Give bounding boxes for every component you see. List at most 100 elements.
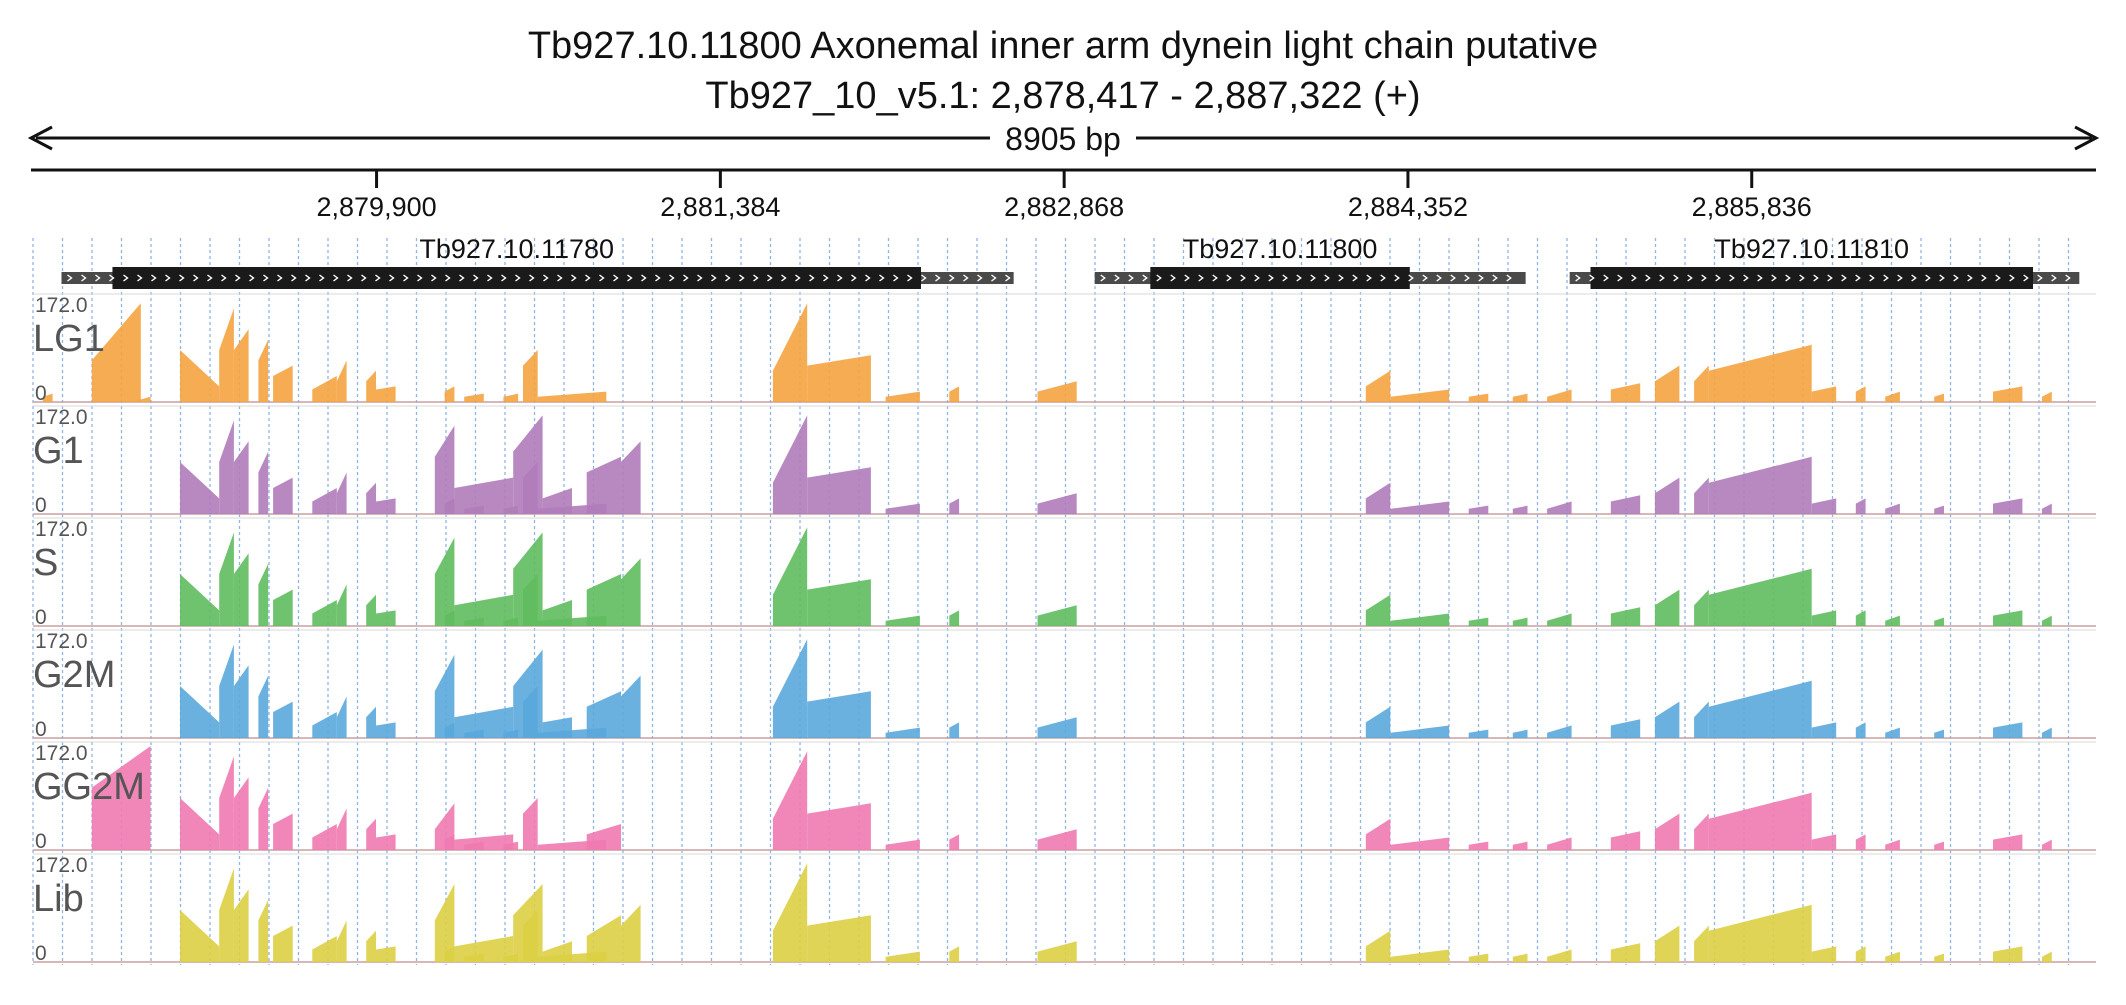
- coverage-area: [1512, 393, 1528, 402]
- strand-arrow: [921, 274, 927, 282]
- coverage-area: [1694, 589, 1709, 626]
- strand-arrow: [1436, 274, 1442, 282]
- strand-arrow: [263, 274, 269, 282]
- strand-arrow: [907, 274, 913, 282]
- strand-arrow: [1981, 274, 1987, 282]
- strand-arrow: [2065, 274, 2071, 282]
- coverage-area: [1037, 941, 1077, 962]
- coverage-area: [1654, 701, 1680, 738]
- coverage-area: [1885, 727, 1900, 738]
- coverage-area: [454, 936, 514, 962]
- coverage-area: [1708, 680, 1812, 738]
- coverage-area: [1610, 495, 1641, 514]
- span-label-bg: [990, 118, 1136, 158]
- strand-arrow: [1743, 274, 1749, 282]
- coverage-area: [454, 594, 514, 626]
- coverage-area: [1365, 706, 1391, 738]
- strand-arrow: [221, 274, 227, 282]
- strand-arrow: [1296, 274, 1302, 282]
- coverage-area: [1547, 837, 1572, 850]
- strand-arrow: [1953, 274, 1959, 282]
- strand-arrow: [1212, 274, 1218, 282]
- y-min-label: 0: [35, 382, 47, 405]
- coverage-area: [885, 391, 920, 402]
- strand-arrow: [1687, 274, 1693, 282]
- coverage-area: [949, 386, 960, 402]
- track-label: S: [33, 542, 58, 584]
- coverage-area: [503, 393, 519, 402]
- strand-arrow: [725, 274, 731, 282]
- coverage-area: [1934, 729, 1944, 738]
- strand-arrow: [137, 274, 143, 282]
- coverage-area: [807, 803, 871, 850]
- strand-arrow: [893, 274, 899, 282]
- strand-arrow: [2023, 274, 2029, 282]
- strand-arrow: [207, 274, 213, 282]
- track-gg2m: 172.0 0 GG2M: [33, 741, 2096, 853]
- coverage-area: [1037, 717, 1077, 738]
- coverage-area: [1993, 946, 2023, 962]
- strand-arrow: [1645, 274, 1651, 282]
- strand-arrow: [627, 274, 633, 282]
- track-label: LG1: [33, 318, 105, 360]
- coverage-area: [1993, 386, 2023, 402]
- strand-arrow: [389, 274, 395, 282]
- strand-arrow: [1911, 274, 1917, 282]
- strand-arrow: [557, 274, 563, 282]
- strand-arrow: [739, 274, 745, 282]
- strand-arrow: [123, 274, 129, 282]
- strand-arrow: [1827, 274, 1833, 282]
- coverage-area: [1512, 617, 1528, 626]
- coverage-area: [1610, 607, 1641, 626]
- coverage-area: [376, 498, 396, 514]
- coverage-area: [1885, 615, 1900, 626]
- strand-arrow: [1799, 274, 1805, 282]
- coverage-area: [523, 350, 538, 402]
- coverage-area: [180, 574, 220, 626]
- y-max-label: 172.0: [35, 630, 88, 653]
- gene-label: Tb927.10.11780: [419, 234, 614, 264]
- coverage-area: [885, 951, 920, 962]
- coverage-area: [1365, 482, 1391, 514]
- coverage-area: [1547, 949, 1572, 962]
- strand-arrow: [1506, 274, 1512, 282]
- coverage-area: [1885, 391, 1900, 402]
- coverage-area: [366, 818, 376, 850]
- coverage-area: [1512, 729, 1528, 738]
- coverage-area: [807, 355, 871, 402]
- strand-arrow: [655, 274, 661, 282]
- strand-arrow: [2051, 274, 2057, 282]
- coverage-area: [273, 589, 293, 626]
- strand-arrow: [1226, 274, 1232, 282]
- strand-arrow: [487, 274, 493, 282]
- strand-arrow: [95, 274, 101, 282]
- coverage-area: [1468, 617, 1489, 626]
- strand-arrow: [1729, 274, 1735, 282]
- y-max-label: 172.0: [35, 518, 88, 541]
- strand-arrow: [515, 274, 521, 282]
- span-arrow-right: [2074, 125, 2100, 151]
- coverage-area: [586, 915, 621, 962]
- coverage-area: [1855, 610, 1866, 626]
- strand-arrow: [1478, 274, 1484, 282]
- strand-arrow: [151, 274, 157, 282]
- strand-arrow: [935, 274, 941, 282]
- axis-tick-label: 2,885,836: [1692, 192, 1812, 222]
- coverage-area: [1512, 505, 1528, 514]
- strand-arrow: [1128, 274, 1134, 282]
- coverage-area: [1993, 722, 2023, 738]
- coverage-area: [258, 787, 269, 850]
- strand-arrow: [1967, 274, 1973, 282]
- coverage-area: [1654, 589, 1680, 626]
- strand-arrow: [1198, 274, 1204, 282]
- coverage-area: [807, 915, 871, 962]
- track-label: Lib: [33, 878, 84, 920]
- strand-arrow: [1897, 274, 1903, 282]
- strand-arrow: [1422, 274, 1428, 282]
- coverage-area: [91, 303, 141, 402]
- coverage-area: [219, 868, 234, 962]
- coverage-area: [312, 824, 337, 850]
- coverage-area: [772, 863, 808, 962]
- strand-arrow: [571, 274, 577, 282]
